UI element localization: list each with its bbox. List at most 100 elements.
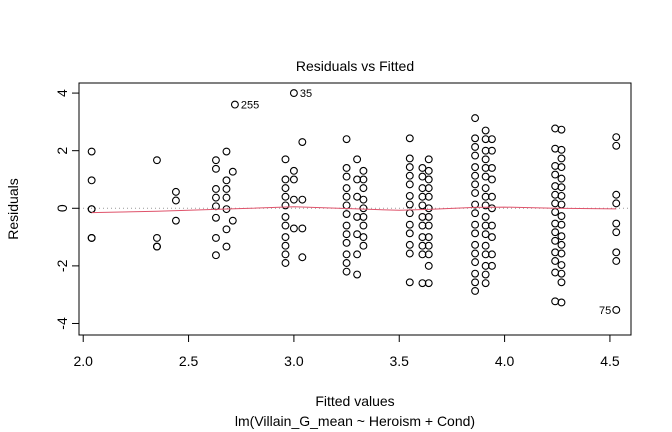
residual-point <box>405 229 414 238</box>
residual-point <box>557 191 566 200</box>
residual-point <box>289 195 298 204</box>
residual-point <box>281 155 290 164</box>
residual-point <box>298 138 307 146</box>
residual-point <box>481 270 490 279</box>
residual-point <box>359 241 368 250</box>
residual-point <box>342 259 351 267</box>
residual-point <box>551 144 560 153</box>
residual-point <box>551 182 560 191</box>
residual-point <box>211 156 220 165</box>
residual-point <box>424 233 433 242</box>
residual-point <box>487 192 496 201</box>
residual-point <box>281 221 290 230</box>
residual-point <box>551 190 560 199</box>
residual-point <box>289 89 298 98</box>
y-axis: -4 -2 0 2 4 <box>54 89 80 330</box>
residual-point <box>298 224 307 233</box>
residual-point <box>557 200 566 209</box>
residual-point <box>342 192 351 201</box>
residual-point <box>471 220 480 229</box>
residual-point <box>281 175 290 184</box>
residual-point <box>424 184 433 193</box>
residual-point <box>359 204 368 213</box>
residual-point <box>557 145 566 154</box>
residual-point <box>230 100 239 109</box>
residual-point <box>405 154 414 163</box>
residual-point <box>424 155 433 164</box>
residual-point <box>551 219 560 228</box>
residual-point <box>289 166 298 175</box>
residual-point <box>353 155 362 164</box>
residual-point <box>153 242 161 251</box>
residual-point <box>153 156 161 165</box>
residual-point <box>551 161 560 170</box>
residual-point <box>222 225 231 234</box>
residual-point <box>405 249 414 258</box>
residual-point <box>405 278 414 287</box>
residual-point <box>557 212 566 221</box>
residual-point <box>353 230 362 239</box>
residual-point <box>405 240 414 249</box>
residual-point <box>342 221 351 230</box>
residual-point <box>281 201 290 210</box>
residual-point <box>211 185 220 193</box>
smoother-line <box>91 206 617 214</box>
residual-point <box>359 233 368 242</box>
residual-point <box>557 154 566 163</box>
model-formula: lm(Villain_G_mean ~ Heroism + Cond) <box>235 413 475 429</box>
outlier-label: 75 <box>599 305 611 317</box>
residual-point <box>471 180 480 189</box>
residual-point <box>281 184 290 193</box>
residual-point <box>612 141 621 150</box>
residual-point <box>471 189 480 197</box>
residual-point <box>487 164 496 172</box>
y-tick-label: -4 <box>54 317 70 330</box>
residual-point <box>557 232 566 241</box>
residual-point <box>424 166 433 175</box>
residual-point <box>471 209 480 218</box>
residual-point <box>171 187 180 196</box>
residual-point <box>471 151 480 160</box>
residual-point <box>405 180 414 189</box>
residual-point <box>228 167 237 176</box>
residual-point <box>471 142 480 151</box>
residual-point <box>281 192 290 201</box>
residual-point <box>424 192 433 201</box>
outlier-label: 35 <box>300 88 312 100</box>
y-axis-title: Residuals <box>5 178 21 239</box>
residual-point <box>481 201 490 210</box>
residual-point <box>612 190 621 199</box>
residual-point <box>298 253 307 262</box>
residual-point <box>612 248 621 257</box>
residual-point <box>342 172 351 181</box>
x-tick-label: 4.5 <box>600 353 620 369</box>
x-tick-label: 4.0 <box>495 353 515 369</box>
residual-point <box>471 249 480 258</box>
residual-point <box>557 174 566 183</box>
residual-point <box>211 233 220 242</box>
residual-point <box>471 258 480 267</box>
residual-point <box>487 250 496 259</box>
chart-title: Residuals vs Fitted <box>296 58 414 74</box>
residual-point <box>551 248 560 257</box>
residual-point <box>418 164 427 172</box>
residual-point <box>281 212 290 221</box>
residual-point <box>342 135 351 144</box>
residual-point <box>342 210 351 218</box>
residual-point <box>424 175 433 184</box>
residual-point <box>359 221 368 230</box>
residual-point <box>551 199 560 208</box>
residual-point <box>551 236 560 245</box>
residual-point <box>481 279 490 288</box>
residual-point <box>289 175 298 184</box>
outlier-label: 255 <box>241 100 259 112</box>
residual-point <box>222 193 231 202</box>
residual-point <box>222 242 231 251</box>
residual-point <box>359 184 368 193</box>
residual-point <box>342 267 351 276</box>
residual-point <box>405 171 414 180</box>
residual-point <box>353 270 362 279</box>
residual-point <box>471 171 480 180</box>
residual-point <box>405 209 414 218</box>
residual-point <box>612 257 621 265</box>
